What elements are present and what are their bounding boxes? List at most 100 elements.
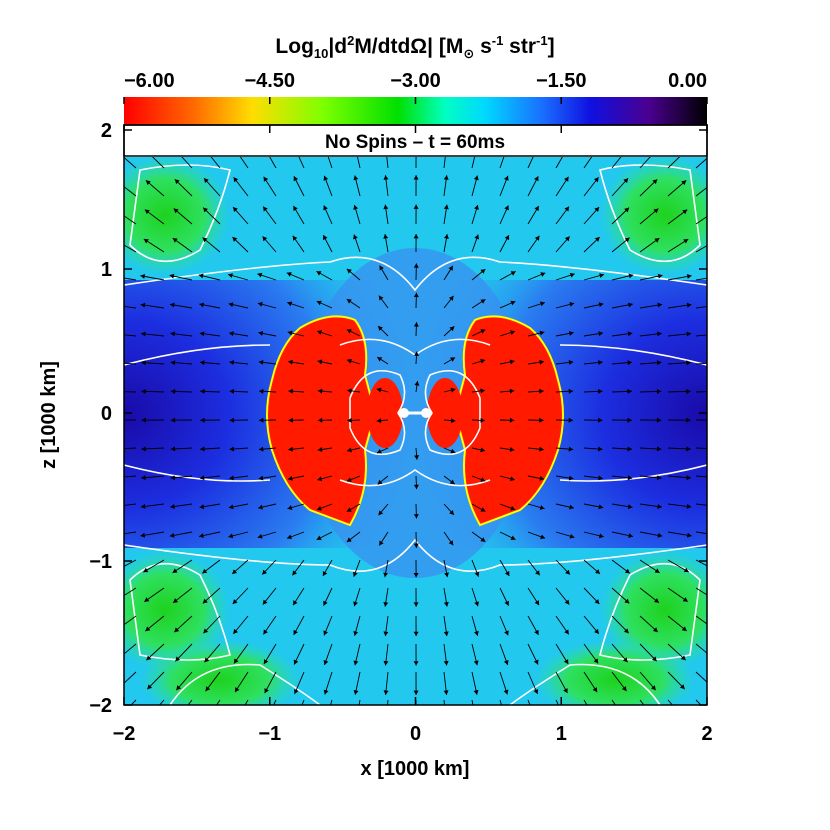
- velocity-arrow: [198, 531, 221, 539]
- velocity-arrow: [141, 360, 165, 366]
- velocity-arrow: [413, 263, 419, 281]
- y-axis-label: z [1000 km]: [38, 361, 60, 469]
- velocity-arrow: [124, 615, 137, 626]
- velocity-arrow: [527, 531, 546, 540]
- velocity-arrow: [145, 179, 165, 197]
- velocity-arrow: [611, 157, 622, 169]
- velocity-arrow: [499, 615, 509, 636]
- velocity-arrow: [414, 447, 420, 460]
- velocity-arrow: [228, 503, 249, 510]
- green-patch-bottom-right: [535, 640, 695, 705]
- velocity-arrow: [286, 531, 305, 540]
- velocity-arrow: [443, 615, 449, 637]
- velocity-arrow: [583, 559, 601, 575]
- velocity-arrow: [611, 587, 630, 604]
- y-tick-label: −2: [89, 695, 112, 717]
- colorbar-tick-label: 0.00: [668, 70, 707, 92]
- velocity-arrow: [499, 531, 516, 541]
- velocity-arrow: [262, 236, 277, 253]
- velocity-arrow: [258, 446, 277, 452]
- green-lobe-top-left: [124, 157, 230, 275]
- velocity-arrow: [413, 643, 419, 666]
- velocity-arrow: [198, 273, 221, 281]
- velocity-arrow: [443, 559, 449, 578]
- velocity-arrow: [611, 237, 630, 253]
- velocity-arrow: [527, 272, 546, 281]
- velocity-arrow: [346, 475, 361, 482]
- velocity-arrow: [327, 157, 333, 169]
- velocity-arrow: [555, 559, 571, 575]
- velocity-arrow: [499, 271, 516, 281]
- velocity-arrow: [527, 643, 539, 665]
- velocity-arrow: [555, 272, 575, 281]
- velocity-arrow: [471, 587, 479, 607]
- velocity-arrow: [346, 503, 361, 513]
- velocity-arrow: [199, 503, 221, 510]
- velocity-arrow: [146, 643, 165, 661]
- velocity-arrow: [172, 559, 193, 574]
- velocity-arrow: [233, 176, 249, 197]
- velocity-arrow: [170, 475, 193, 481]
- velocity-arrow: [639, 475, 662, 481]
- colorbar-ticks: [123, 97, 708, 104]
- velocity-arrow: [175, 671, 193, 691]
- velocity-arrow: [499, 300, 516, 309]
- velocity-arrow: [383, 615, 389, 637]
- velocity-arrow: [298, 157, 305, 169]
- velocity-arrow: [263, 615, 277, 635]
- velocity-arrow: [232, 587, 249, 605]
- velocity-arrow: [262, 206, 277, 225]
- velocity-arrow: [202, 237, 221, 253]
- velocity-arrow: [413, 531, 419, 548]
- velocity-arrow: [443, 157, 446, 169]
- velocity-arrow: [323, 643, 333, 666]
- velocity-arrow: [443, 447, 456, 454]
- velocity-arrow: [124, 671, 137, 684]
- velocity-arrow: [293, 643, 305, 665]
- velocity-arrow: [170, 503, 193, 509]
- velocity-arrow: [527, 503, 545, 510]
- velocity-arrow: [667, 446, 691, 452]
- velocity-arrow: [639, 331, 662, 337]
- velocity-arrow: [257, 272, 277, 281]
- velocity-arrow: [200, 446, 221, 452]
- velocity-arrow: [323, 587, 333, 606]
- velocity-arrow: [378, 531, 389, 546]
- x-tick-label: 1: [556, 723, 567, 745]
- velocity-arrow: [202, 587, 221, 604]
- velocity-arrow: [583, 273, 605, 281]
- velocity-arrow: [346, 298, 361, 309]
- velocity-arrow: [695, 306, 707, 309]
- velocity-arrow: [695, 643, 707, 654]
- velocity-arrow: [555, 417, 574, 423]
- velocity-arrow: [695, 216, 707, 225]
- velocity-arrow: [639, 388, 662, 394]
- velocity-arrow: [443, 503, 455, 516]
- velocity-arrow: [145, 615, 165, 632]
- velocity-arrow: [376, 387, 389, 393]
- velocity-arrow: [443, 699, 445, 705]
- velocity-arrow: [499, 699, 502, 705]
- velocity-arrow: [527, 446, 544, 452]
- velocity-arrow: [199, 360, 221, 366]
- velocity-arrow: [639, 699, 645, 705]
- velocity-arrow: [611, 331, 633, 337]
- velocity-arrow: [376, 418, 389, 424]
- velocity-arrow: [377, 475, 389, 485]
- velocity-arrow: [527, 388, 544, 394]
- velocity-arrow: [152, 157, 165, 169]
- velocity-arrow: [639, 587, 660, 604]
- velocity-arrow: [555, 699, 559, 705]
- velocity-arrow: [471, 699, 474, 705]
- velocity-arrow: [527, 330, 545, 337]
- velocity-arrow: [639, 643, 658, 662]
- velocity-arrow: [141, 446, 165, 452]
- velocity-arrow: [257, 531, 277, 539]
- velocity-arrow: [471, 268, 486, 281]
- velocity-arrow: [639, 559, 660, 574]
- velocity-arrow: [203, 615, 221, 634]
- velocity-arrow: [667, 475, 691, 481]
- velocity-arrow: [471, 671, 479, 695]
- velocity-arrow: [259, 417, 277, 423]
- velocity-arrow: [146, 671, 165, 690]
